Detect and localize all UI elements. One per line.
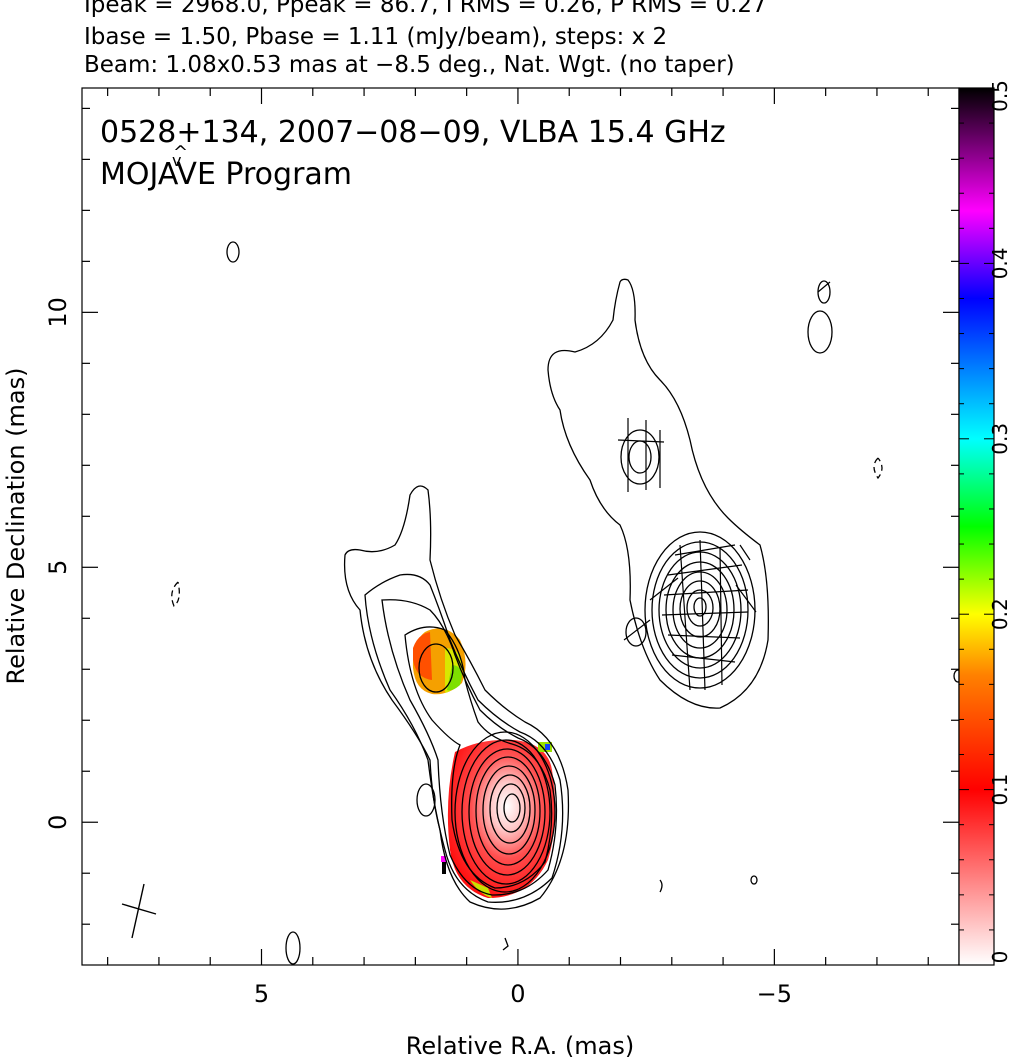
evpa-tick <box>699 539 706 691</box>
axis-tick-labels: 5 0 −5 0 5 10 <box>44 297 792 1008</box>
contour-noise-6 <box>659 879 663 893</box>
evpa-tick <box>739 544 751 561</box>
x-tick-label: 5 <box>254 980 269 1008</box>
contour-jet-5 <box>672 571 728 649</box>
contour-core-2 <box>461 739 551 885</box>
contour-noise-dashed-2 <box>873 457 883 480</box>
evpa-tick <box>674 544 736 556</box>
contour-noise-1 <box>226 241 240 263</box>
contour-envelope-3 <box>381 599 558 896</box>
evpa-tick <box>719 547 723 686</box>
contour-envelope-2 <box>364 573 564 903</box>
contour-core-6 <box>489 774 531 844</box>
colorbar-tick-label: 0.5 <box>988 80 1012 112</box>
y-axis-label: Relative Declination (mas) <box>2 367 30 684</box>
plot-title: 0528+134, 2007−08−09, VLBA 15.4 GHz <box>100 115 726 150</box>
evpa-tick <box>667 564 743 576</box>
plot-subtitle: MOJAVE Program <box>100 157 352 192</box>
contour-core-1 <box>454 731 556 893</box>
intensity-contours <box>171 241 959 965</box>
colorbar-ticks: 0 0.1 0.2 0.3 0.4 0.5 <box>959 80 1012 966</box>
x-tick-label: 0 <box>510 980 525 1008</box>
contour-noise-7 <box>953 669 959 683</box>
core-blob-edge-blue <box>545 744 550 750</box>
header-beam-line: Beam: 1.08x0.53 mas at −8.5 deg., Nat. W… <box>84 52 735 78</box>
contour-noise-dashed-1 <box>171 581 180 608</box>
evpa-tick <box>649 577 679 601</box>
contour-knot <box>418 643 454 693</box>
contour-core-7 <box>496 783 526 833</box>
contour-jet-3 <box>658 551 742 669</box>
contour-noise-3 <box>817 280 831 304</box>
subtitle-accent-2: v <box>172 151 181 170</box>
contour-jet-side <box>625 617 647 647</box>
plot-ticks <box>82 88 959 965</box>
contour-jet-7 <box>686 589 714 627</box>
evpa-tick <box>735 584 757 613</box>
evpa-tick <box>679 544 691 691</box>
colorbar <box>958 87 995 966</box>
colorbar-tick-label: 0.1 <box>988 774 1012 806</box>
contour-noise-2 <box>807 310 833 354</box>
colorbar-tick-label: 0.4 <box>988 247 1012 279</box>
core-blob-edge-black <box>442 862 446 874</box>
evpa-tick <box>661 611 749 616</box>
beam-marker <box>121 883 157 939</box>
contour-small-left <box>416 783 436 817</box>
evpa-tick <box>817 281 831 293</box>
contour-outer-knot-2 <box>628 440 652 474</box>
contour-outer-jet <box>547 278 769 709</box>
contour-jet-6 <box>679 580 721 638</box>
contour-noise-4 <box>285 931 301 965</box>
header-stats-line: Ipeak = 2968.0, Ppeak = 86.7, I RMS = 0.… <box>84 0 767 18</box>
knot-blob-green <box>447 665 462 691</box>
contour-core-8 <box>503 793 521 823</box>
colorbar-tick-label: 0.3 <box>988 423 1012 455</box>
y-tick-label: 5 <box>44 560 72 575</box>
header-base-line: Ibase = 1.50, Pbase = 1.11 (mJy/beam), s… <box>84 24 668 50</box>
contour-core-5 <box>482 765 536 855</box>
contour-jet-8 <box>693 597 707 617</box>
evpa-tick <box>667 634 741 639</box>
subtitle-accent-1: ^ <box>173 142 188 163</box>
contour-envelope-4 <box>404 626 553 889</box>
evpa-tick <box>623 619 651 641</box>
evpa-vectors <box>617 281 831 691</box>
contour-outer-knot-1 <box>620 429 660 485</box>
colorbar-tick-label: 0 <box>988 951 1012 964</box>
evpa-tick <box>663 589 749 596</box>
contour-core-4 <box>475 756 541 866</box>
evpa-tick <box>617 439 665 443</box>
contour-noise-5 <box>750 875 758 885</box>
y-tick-label: 0 <box>44 815 72 830</box>
x-axis-label: Relative R.A. (mas) <box>406 1032 634 1060</box>
contour-noise-7b <box>502 937 509 951</box>
core-blob-edge-magenta <box>441 856 446 862</box>
colorbar-tick-label: 0.2 <box>988 598 1012 630</box>
knot-blob-red <box>413 632 432 680</box>
contour-core-3 <box>468 748 546 876</box>
y-tick-label: 10 <box>44 297 72 328</box>
x-tick-label: −5 <box>757 980 792 1008</box>
contour-jet-4 <box>665 561 735 659</box>
